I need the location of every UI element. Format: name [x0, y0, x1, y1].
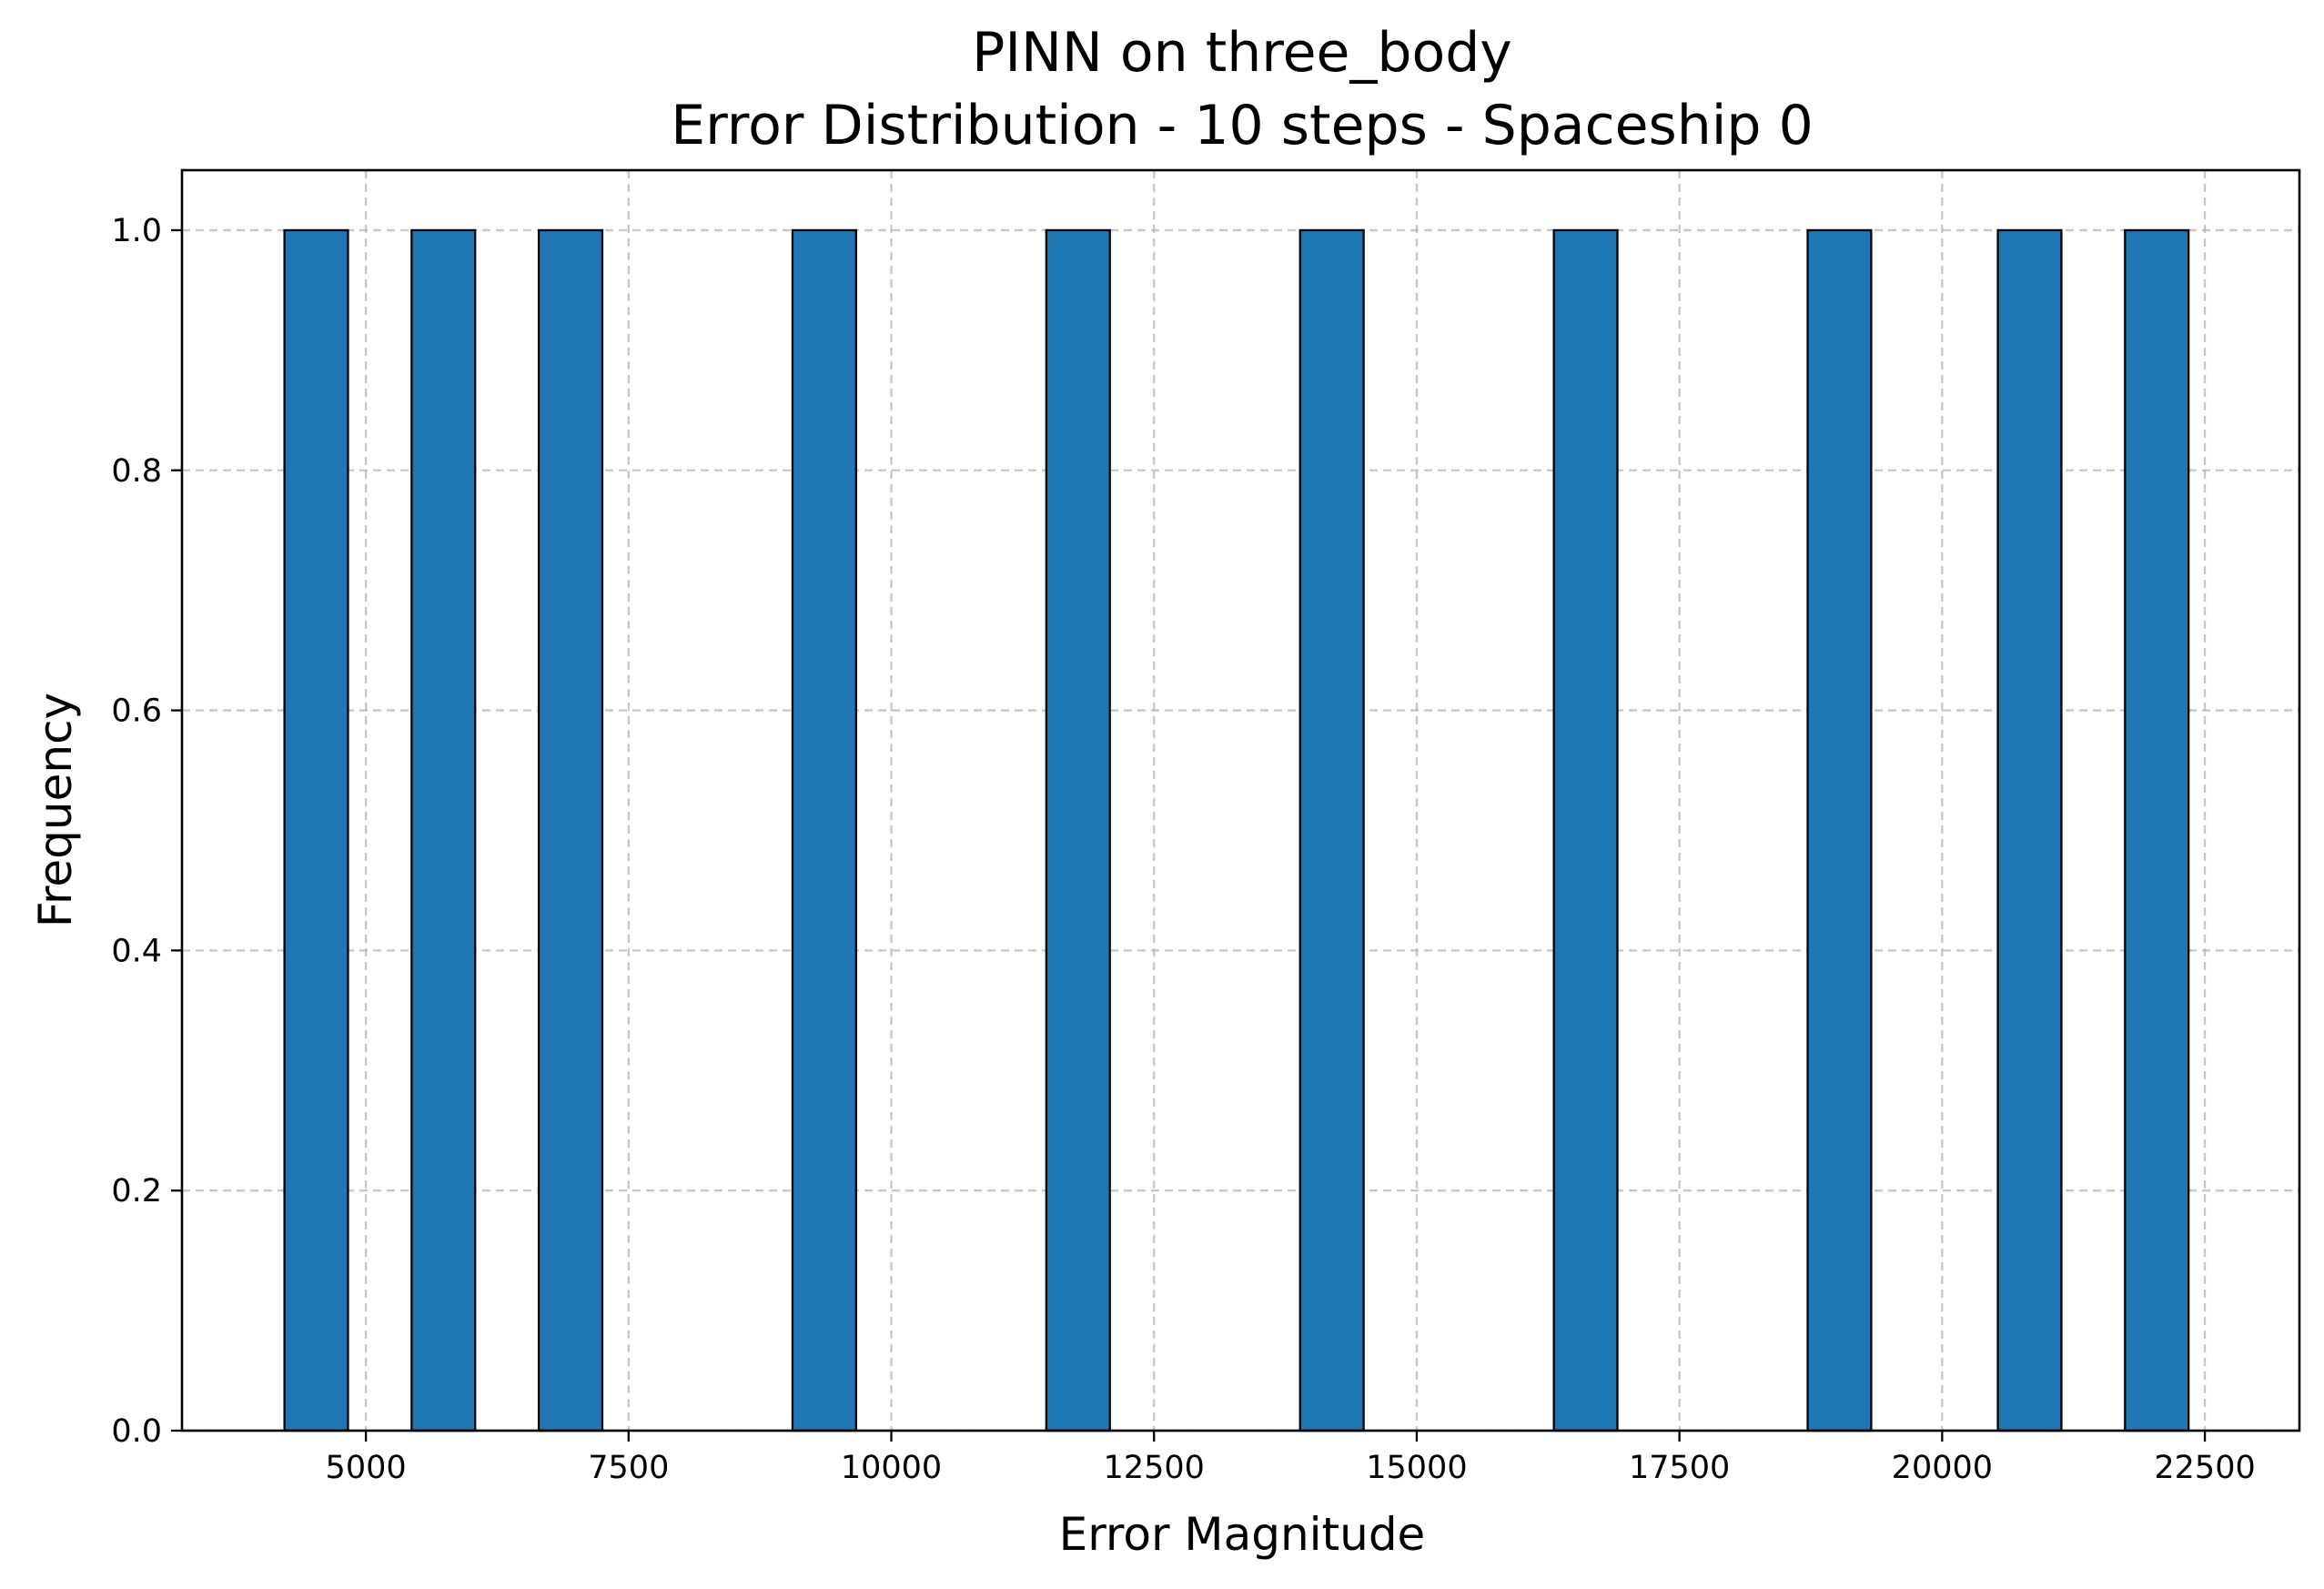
y-tick-label: 1.0: [111, 213, 162, 249]
histogram-bars: [283, 228, 2190, 1432]
y-axis-label: Frequency: [29, 693, 82, 927]
histogram-bar: [791, 228, 857, 1432]
x-tick-label: 10000: [841, 1450, 942, 1486]
chart-title-line1: PINN on three_body: [972, 21, 1512, 85]
x-tick-label: 12500: [1104, 1450, 1205, 1486]
histogram-bar: [1045, 228, 1111, 1432]
histogram-bar: [283, 228, 349, 1432]
y-tick-label: 0.6: [111, 693, 162, 730]
histogram-bar: [410, 228, 477, 1432]
plot-frame: [180, 168, 2301, 1432]
histogram-bar: [1298, 228, 1365, 1432]
chart-title-line2: Error Distribution - 10 steps - Spaceshi…: [671, 94, 1814, 157]
x-tick-label: 20000: [1892, 1450, 1993, 1486]
x-tick-label: 15000: [1366, 1450, 1467, 1486]
histogram-bar: [537, 228, 604, 1432]
x-tick-label: 22500: [2154, 1450, 2255, 1486]
x-tick-label: 17500: [1629, 1450, 1730, 1486]
axis-ticks: 5000 7500 10000 12500 15000 17500 20000 22500 0.…: [111, 213, 2255, 1486]
histogram-bar: [2124, 228, 2190, 1432]
histogram-bar: [1996, 228, 2063, 1432]
histogram-bar: [1552, 228, 1619, 1432]
histogram-bar: [1806, 228, 1873, 1432]
y-tick-label: 0.2: [111, 1173, 162, 1209]
y-tick-label: 0.8: [111, 453, 162, 490]
y-tick-label: 0.0: [111, 1413, 162, 1450]
grid-lines: [182, 170, 2299, 1432]
x-tick-label: 5000: [326, 1450, 407, 1486]
x-axis-label: Error Magnitude: [1059, 1508, 1426, 1561]
x-tick-label: 7500: [588, 1450, 669, 1486]
y-tick-label: 0.4: [111, 933, 162, 969]
